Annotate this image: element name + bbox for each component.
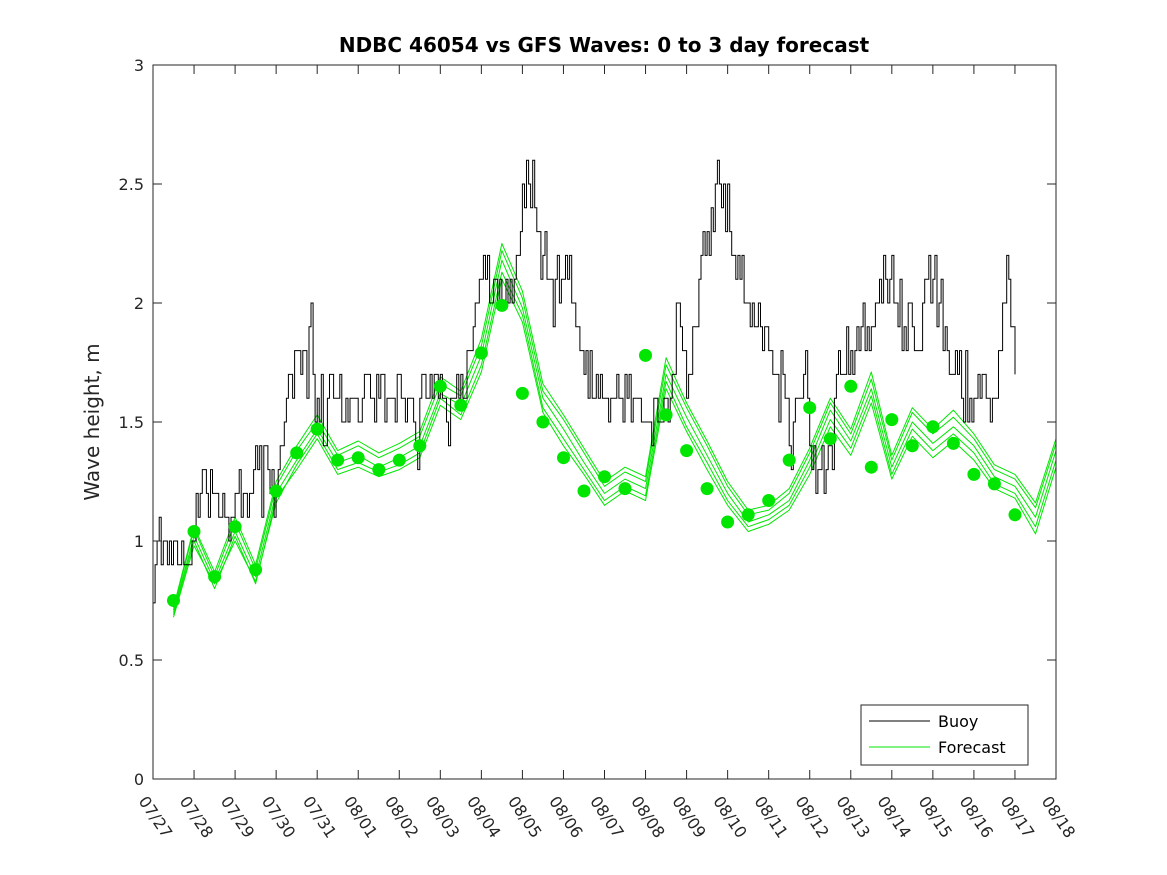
forecast-marker	[803, 401, 817, 415]
forecast-markers-group	[167, 298, 1022, 607]
legend-forecast-label: Forecast	[938, 738, 1006, 757]
forecast-marker	[392, 453, 406, 467]
plot-background	[153, 65, 1056, 779]
buoy-series-group	[153, 159, 1016, 604]
forecast-marker	[823, 432, 837, 446]
forecast-marker	[249, 563, 263, 577]
forecast-marker	[577, 484, 591, 498]
forecast-marker	[310, 422, 324, 436]
y-tick-label: 0.5	[119, 651, 144, 670]
forecast-marker	[331, 453, 345, 467]
forecast-marker	[864, 460, 878, 474]
y-tick-label: 1	[134, 532, 144, 551]
forecast-marker	[269, 484, 283, 498]
forecast-marker	[598, 470, 611, 484]
y-axis-label: Wave height, m	[80, 343, 104, 500]
forecast-marker	[372, 463, 386, 477]
y-tick-label: 3	[134, 56, 144, 75]
forecast-marker	[844, 379, 858, 393]
forecast-marker	[208, 570, 222, 584]
forecast-marker	[228, 520, 242, 534]
forecast-line-2	[173, 271, 1057, 618]
forecast-marker	[700, 482, 714, 496]
legend-buoy-label: Buoy	[938, 712, 978, 731]
forecast-marker	[618, 482, 632, 496]
forecast-marker	[987, 477, 1001, 491]
y-tick-label: 1.5	[119, 413, 144, 432]
forecast-marker	[433, 379, 447, 393]
forecast-marker	[659, 408, 673, 422]
forecast-marker	[413, 439, 427, 453]
forecast-marker	[680, 444, 694, 458]
y-tick-label: 2	[134, 294, 144, 313]
y-tick-label: 2.5	[119, 175, 144, 194]
forecast-marker	[905, 439, 919, 453]
forecast-marker	[967, 467, 981, 481]
legend-box	[860, 704, 1029, 766]
forecast-marker	[557, 451, 570, 465]
forecast-marker	[721, 515, 735, 529]
forecast-marker	[515, 386, 529, 400]
chart-title: NDBC 46054 vs GFS Waves: 0 to 3 day fore…	[339, 33, 870, 57]
forecast-marker	[474, 346, 488, 360]
buoy-line	[153, 159, 1016, 604]
forecast-marker	[741, 508, 755, 522]
forecast-line-1	[173, 259, 1057, 613]
legend: Buoy Forecast	[860, 704, 1029, 766]
forecast-marker	[885, 413, 899, 427]
forecast-marker	[762, 494, 776, 507]
y-tick-label: 0	[134, 770, 144, 789]
forecast-marker	[926, 420, 940, 434]
forecast-marker	[454, 398, 468, 412]
forecast-marker	[1008, 508, 1022, 522]
forecast-marker	[946, 436, 960, 450]
forecast-marker	[167, 594, 180, 607]
forecast-marker	[782, 453, 796, 467]
forecast-marker	[495, 298, 509, 312]
forecast-marker	[536, 415, 550, 429]
forecast-marker	[351, 451, 365, 465]
forecast-marker	[187, 525, 201, 538]
forecast-marker	[639, 348, 652, 362]
forecast-line-5	[173, 243, 1057, 608]
plot-area	[153, 65, 1056, 779]
forecast-marker	[290, 446, 304, 460]
